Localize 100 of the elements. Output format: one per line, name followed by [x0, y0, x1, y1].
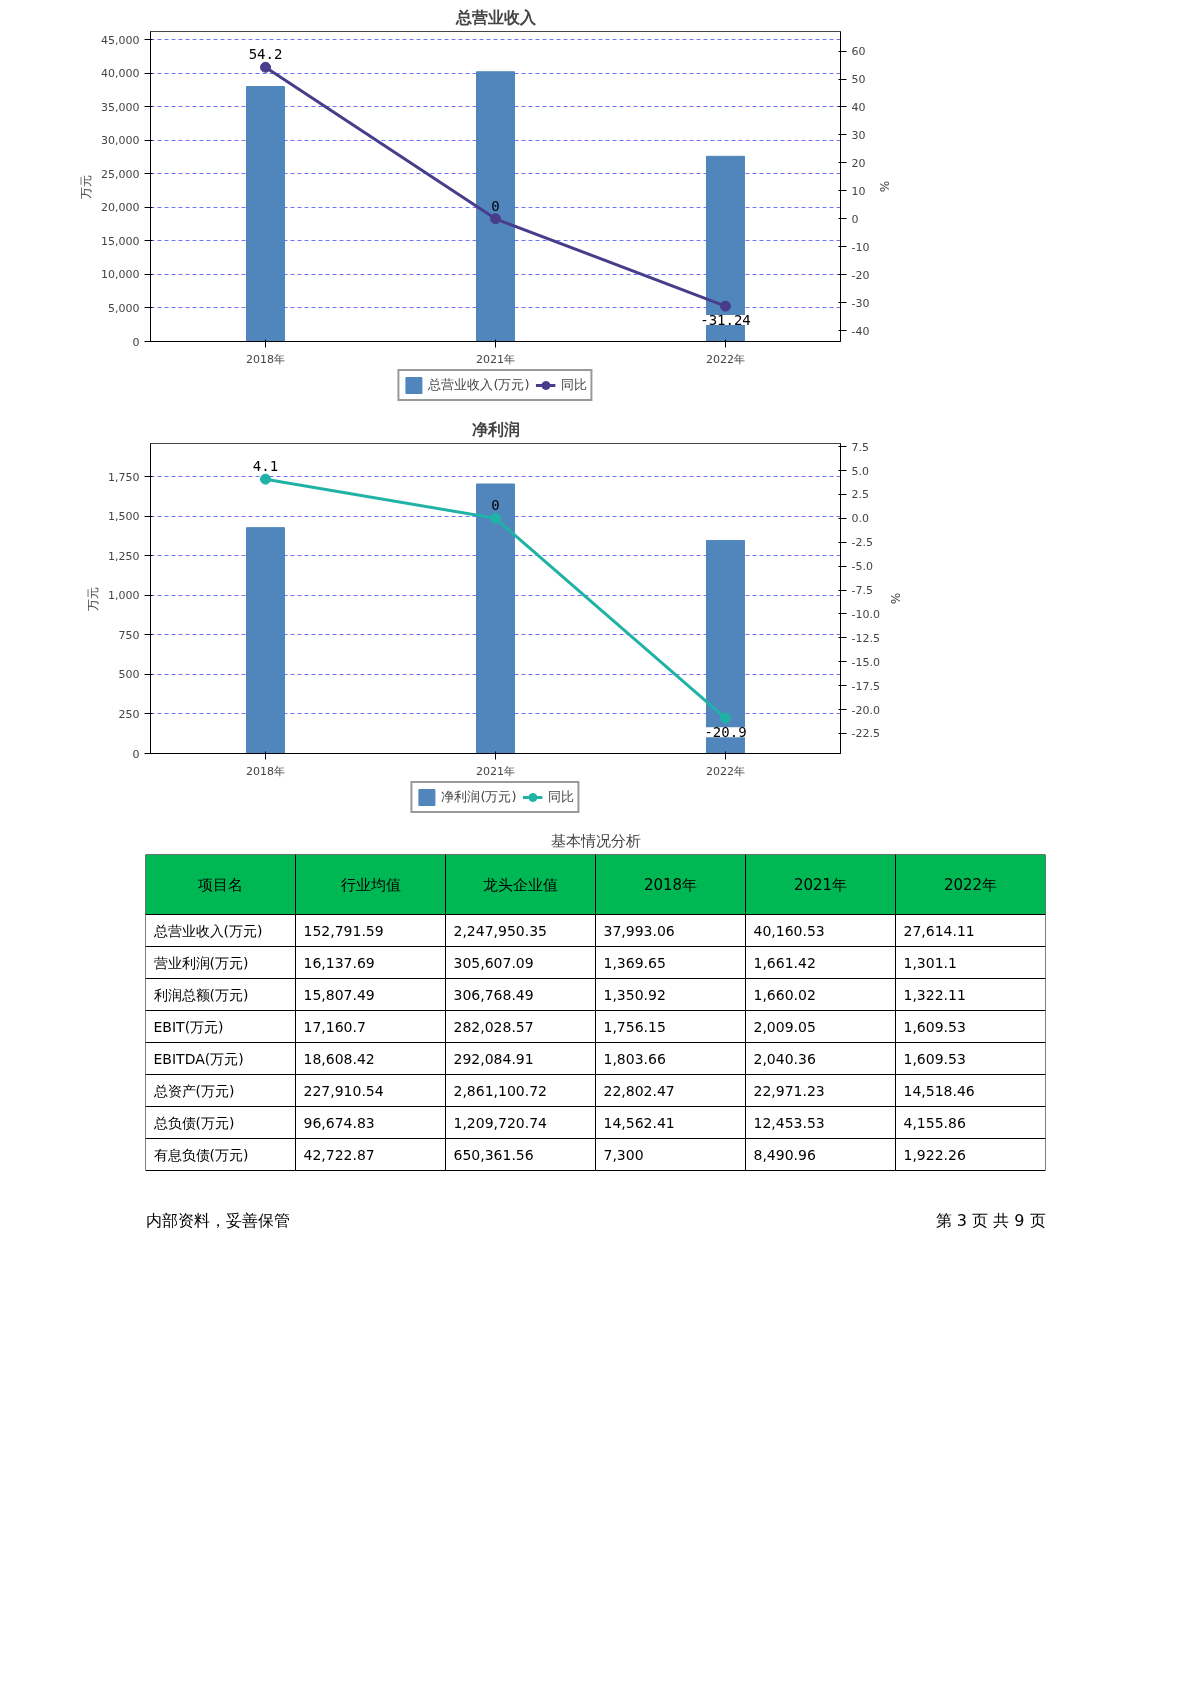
y-axis-title: 万元 [86, 586, 101, 611]
text: 1,350.92 [603, 986, 666, 1003]
x-tick-label: 2022年 [706, 352, 745, 366]
category-label: 营业利润(万元) [153, 954, 249, 971]
y2-tick-label: -20 [851, 268, 870, 282]
y2-tick-label: -5.0 [851, 560, 873, 574]
text: 306,768.49 [453, 986, 534, 1003]
y-tick-label: 1,750 [108, 470, 140, 484]
text: 14,562.41 [603, 1114, 675, 1131]
y2-tick-label: -10 [851, 240, 870, 254]
text: 7,300 [603, 1146, 644, 1163]
text: 1,756.15 [603, 1018, 666, 1035]
y2-tick-label: -2.5 [851, 536, 873, 550]
text: 第 3 页 共 9 页 [935, 1211, 1046, 1230]
data-label: 0 [491, 497, 500, 514]
x-tick-label: 2018年 [246, 352, 285, 366]
y2-tick-label: 20 [851, 156, 866, 170]
point [720, 712, 731, 724]
text: 96,674.83 [303, 1114, 375, 1131]
data-label: 4.1 [252, 458, 279, 475]
text: 1,661.42 [753, 954, 816, 971]
bar [246, 86, 285, 342]
text: 27,614.11 [903, 922, 975, 939]
chart-title: 总营业收入 [454, 7, 537, 27]
text: 2,040.36 [753, 1050, 816, 1067]
y2-tick-label: 50 [851, 73, 866, 87]
category-label: 总营业收入(万元) [153, 922, 263, 939]
y2-tick-label: 0.0 [851, 512, 869, 526]
y2-tick-label: -12.5 [851, 631, 880, 645]
text: 14,518.46 [903, 1082, 975, 1099]
category-label: EBITDA(万元) [153, 1050, 244, 1067]
text: 18,608.42 [303, 1050, 375, 1067]
data-label: -31.24 [700, 312, 751, 329]
y-tick-label: 5,000 [108, 301, 140, 315]
y2-tick-label: -22.5 [851, 727, 880, 741]
y2-tick-label: 60 [851, 45, 866, 59]
category-label: 总负债(万元) [153, 1114, 235, 1131]
x-tick-label: 2021年 [476, 352, 515, 366]
legend-label: 同比 [560, 376, 587, 394]
category-label: 2022年 [943, 875, 998, 894]
x-tick-label: 2018年 [246, 764, 285, 778]
text: 1,609.53 [903, 1018, 966, 1035]
category-label: 2018年 [643, 875, 698, 894]
legend-label: 同比 [547, 788, 574, 806]
text: 1,660.02 [753, 986, 816, 1003]
text: 2,009.05 [753, 1018, 816, 1035]
bar [476, 71, 515, 342]
bar [246, 527, 285, 754]
y2-tick-label: 7.5 [851, 440, 869, 454]
text: 22,802.47 [603, 1082, 675, 1099]
text: 1,922.26 [903, 1146, 966, 1163]
category-label: EBIT(万元) [153, 1018, 224, 1035]
y-tick-label: 45,000 [101, 33, 140, 47]
text: 40,160.53 [753, 922, 825, 939]
text: 1,322.11 [903, 986, 966, 1003]
text: 基本情况分析 [550, 831, 641, 850]
text: 22,971.23 [753, 1082, 825, 1099]
y2-tick-label: 5.0 [851, 464, 869, 478]
y2-tick-label: -7.5 [851, 584, 873, 598]
y-tick-label: 30,000 [101, 134, 140, 148]
y2-tick-label: 0 [851, 212, 859, 226]
y-tick-label: 0 [132, 335, 140, 349]
text: 152,791.59 [303, 922, 384, 939]
category-label: 有息负债(万元) [153, 1146, 249, 1163]
text: 1,209,720.74 [453, 1114, 548, 1131]
y2-tick-label: 10 [851, 184, 866, 198]
text: 292,084.91 [453, 1050, 534, 1067]
y2-tick-label: -17.5 [851, 679, 880, 693]
point [490, 512, 501, 524]
y2-tick-label: -15.0 [851, 655, 880, 669]
y2-tick-label: -10.0 [851, 607, 880, 621]
data-label: 0 [491, 197, 500, 214]
category-label: 2021年 [793, 875, 848, 894]
text: 16,137.69 [303, 954, 375, 971]
y-tick-label: 35,000 [101, 100, 140, 114]
y-tick-label: 750 [118, 628, 140, 642]
text: 1,301.1 [903, 954, 957, 971]
text: 12,453.53 [753, 1114, 825, 1131]
y2-tick-label: 30 [851, 128, 866, 142]
y2-tick-label: 2.5 [851, 488, 869, 502]
text: 2,247,950.35 [453, 922, 548, 939]
text: 42,722.87 [303, 1146, 375, 1163]
text: 282,028.57 [453, 1018, 534, 1035]
y-tick-label: 250 [118, 707, 140, 721]
text: 2,861,100.72 [453, 1082, 548, 1099]
category-label: 总资产(万元) [153, 1082, 235, 1099]
y2-tick-label: -40 [851, 324, 870, 338]
category-label: 龙头企业值 [483, 875, 558, 894]
y-tick-label: 1,000 [108, 589, 140, 603]
point [260, 473, 271, 485]
text: 17,160.7 [303, 1018, 366, 1035]
y-tick-label: 1,250 [108, 549, 140, 563]
text: 1,609.53 [903, 1050, 966, 1067]
y-tick-label: 0 [132, 747, 140, 761]
y2-tick-label: 40 [851, 100, 866, 114]
text: 227,910.54 [303, 1082, 384, 1099]
y-tick-label: 1,500 [108, 510, 140, 524]
data-label: -20.9 [704, 724, 747, 741]
point [720, 300, 731, 312]
y-tick-label: 10,000 [101, 268, 140, 282]
